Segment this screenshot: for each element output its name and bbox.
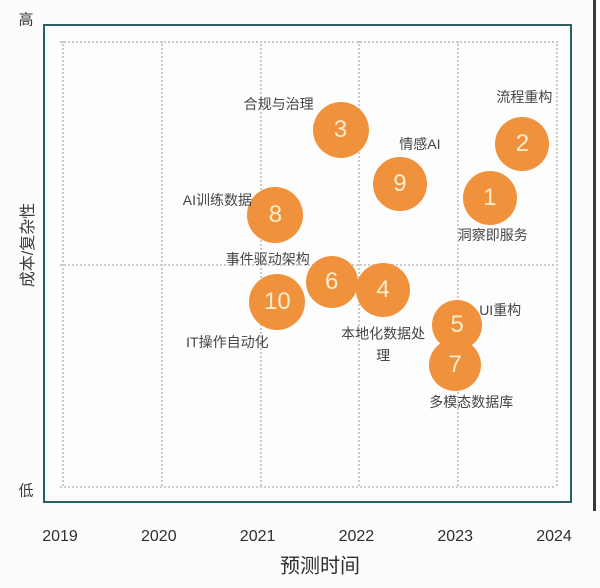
bubble-number-3: 3	[333, 115, 348, 143]
bubble-label-5: UI重构	[479, 302, 522, 319]
gridline-vertical-2019	[62, 41, 64, 486]
bubble-number-7: 7	[448, 351, 462, 379]
gridline-horizontal-2	[60, 486, 554, 488]
bubble-10: 10	[249, 273, 306, 330]
bubble-6: 6	[305, 255, 358, 308]
x-tick-label-2024: 2024	[536, 528, 572, 545]
gridline-vertical-2022	[358, 41, 361, 486]
bubble-label-2: 流程重构	[496, 88, 553, 105]
x-axis-title: 预测时间	[280, 555, 360, 578]
bubble-3: 3	[312, 101, 369, 158]
x-tick-label-2019: 2019	[42, 528, 78, 545]
x-tick-label-2023: 2023	[437, 528, 473, 545]
bubble-label-7: 多模态数据库	[429, 394, 514, 411]
plot-area: 1 2 3 4 5 6 7 8 9 10 洞察即服务 流程重构 合规与治理本地化数据处理 UI重构 事件驱动…	[43, 24, 572, 503]
y-axis-low-label: 低	[18, 482, 34, 500]
bubble-label-10: IT操作自动化	[186, 334, 269, 351]
bubble-label-4: 本地化数据处理	[341, 325, 426, 363]
gridline-horizontal-0	[60, 41, 554, 43]
bubble-2: 2	[495, 116, 550, 171]
bubble-label-8: AI训练数据	[182, 192, 253, 209]
bubble-number-4: 4	[376, 275, 390, 303]
bubble-number-10: 10	[264, 287, 291, 315]
bubble-number-1: 1	[483, 183, 497, 211]
bubble-8: 8	[247, 187, 304, 244]
gridline-vertical-2023	[457, 41, 460, 486]
bubble-number-8: 8	[268, 201, 283, 229]
bubble-label-6: 事件驱动架构	[225, 250, 310, 267]
gridline-horizontal-1	[60, 264, 554, 266]
bubble-number-5: 5	[450, 310, 464, 338]
bubble-7: 7	[429, 339, 482, 392]
bubble-number-9: 9	[393, 170, 407, 198]
bubble-label-9: 情感AI	[399, 136, 441, 153]
bubble-4: 4	[356, 262, 411, 317]
gridline-vertical-2020	[160, 41, 163, 486]
screen-right-edge-line	[593, 0, 596, 511]
bubble-number-2: 2	[515, 129, 530, 157]
y-axis-high-label: 高	[18, 11, 34, 29]
bubble-9: 9	[372, 157, 427, 212]
y-axis-title: 成本/复杂性	[20, 202, 37, 288]
gridline-vertical-2021	[259, 41, 262, 486]
x-tick-label-2022: 2022	[338, 528, 375, 545]
x-tick-label-2020: 2020	[141, 528, 177, 545]
bubble-number-6: 6	[325, 267, 339, 295]
bubble-label-1: 洞察即服务	[457, 227, 528, 244]
x-tick-label-2021: 2021	[239, 528, 276, 545]
gridline-vertical-2024	[556, 41, 558, 486]
bubble-1: 1	[462, 170, 517, 225]
bubble-label-3: 合规与治理	[243, 96, 314, 113]
